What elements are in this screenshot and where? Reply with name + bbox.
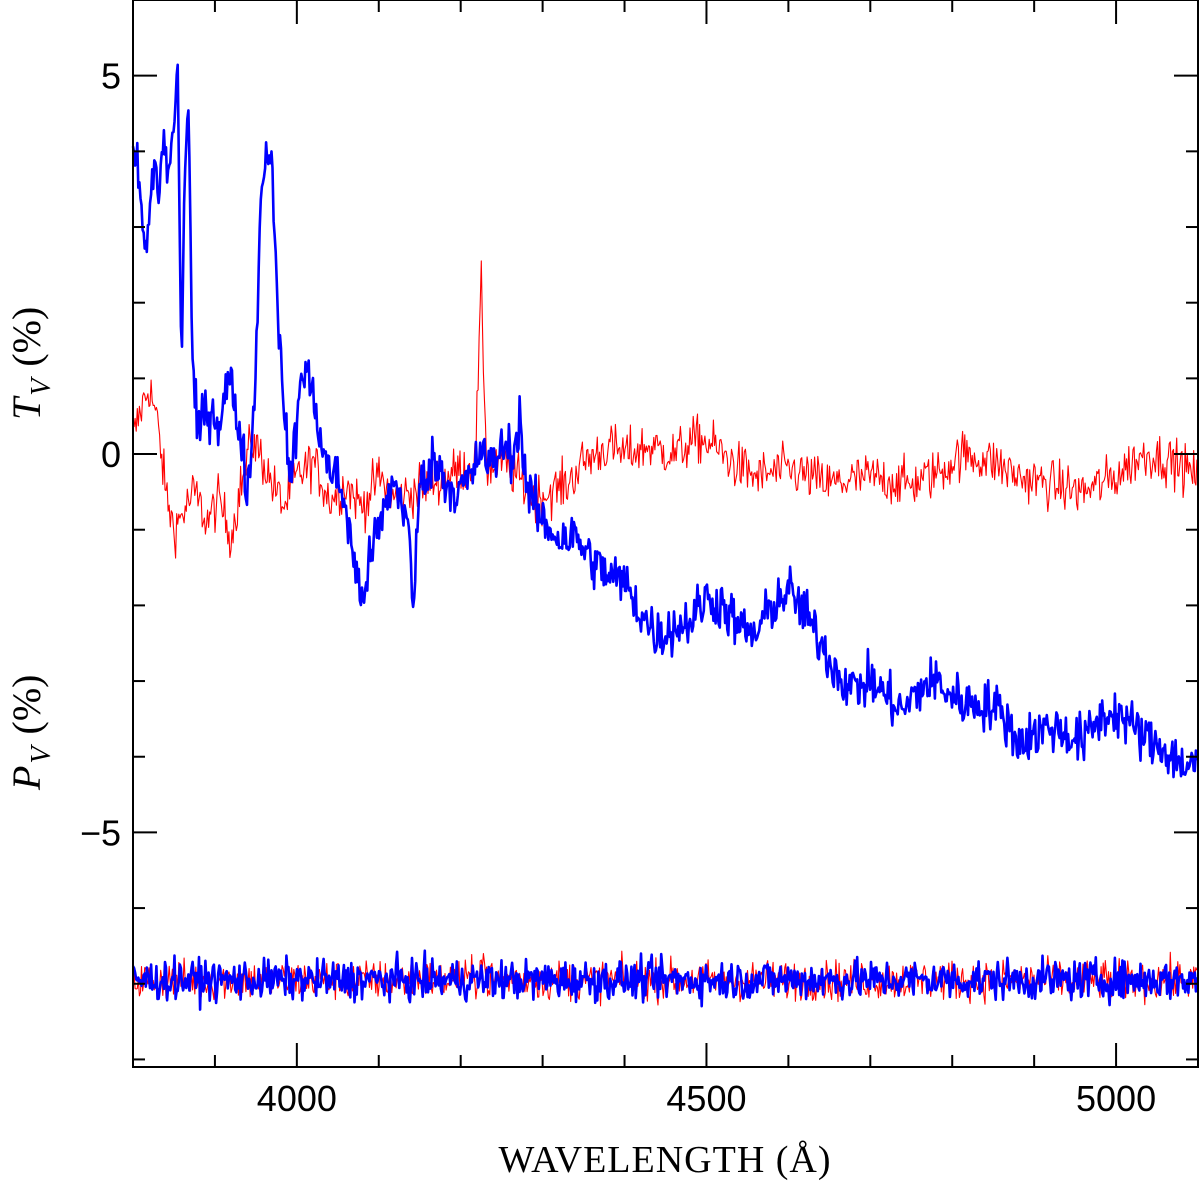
y-axis-title-tv: TV(%)	[4, 307, 57, 420]
y-tick-label: 0	[101, 434, 121, 475]
y-tick-label: 5	[101, 56, 121, 97]
series-layer	[131, 63, 1199, 1011]
ticks-layer	[132, 0, 1199, 1067]
tick-labels: 4000 4500 5000 5 0 −5	[80, 56, 1156, 1119]
x-axis-title: WAVELENGTH (Å)	[498, 1139, 831, 1181]
plot-frame	[132, 0, 1199, 1068]
y-axis-title-pv: PV(%)	[4, 674, 57, 791]
x-tick-label: 4500	[666, 1078, 746, 1119]
x-tick-label: 4000	[257, 1078, 337, 1119]
x-tick-label: 5000	[1076, 1078, 1156, 1119]
y-tick-label: −5	[80, 812, 121, 853]
series-line-upper-blue	[131, 63, 1199, 779]
series-line-lower-blue	[131, 949, 1199, 1011]
series-line-upper-red	[132, 260, 1198, 559]
